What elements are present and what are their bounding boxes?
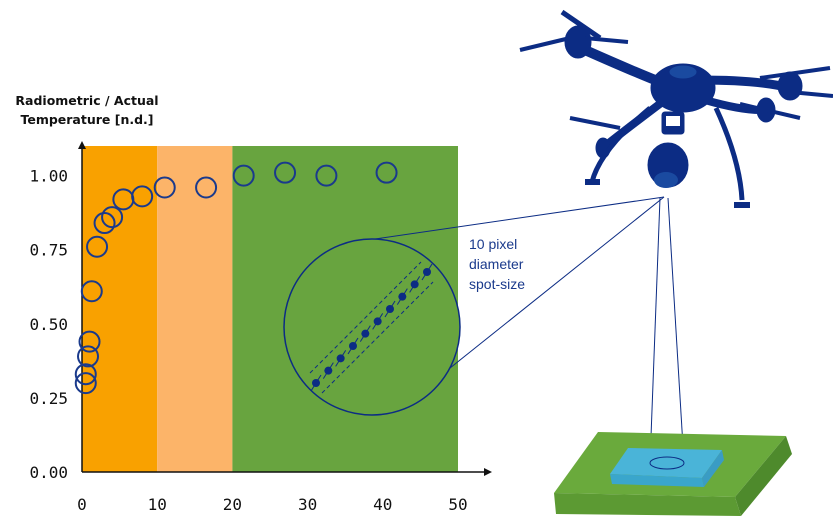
target-square-front: [610, 474, 704, 487]
pixel-spot: [423, 268, 431, 276]
pixel-spot-line: [309, 261, 434, 394]
x-tick-label: 0: [77, 495, 87, 514]
annotation-line-2: diameter: [469, 256, 524, 272]
y-tick-label: 1.00: [29, 167, 68, 186]
zoom-circle: [283, 238, 461, 416]
x-tick-label: 50: [448, 495, 467, 514]
y-tick-label: 0.25: [29, 389, 68, 408]
target-square: [610, 448, 722, 478]
y-axis-arrow: [78, 141, 86, 149]
data-point: [274, 161, 297, 184]
data-point: [101, 206, 124, 229]
pixel-spot: [361, 329, 370, 338]
y-tick-label: 0.00: [29, 463, 68, 482]
axes: [78, 141, 492, 476]
spot-guide-upper: [309, 261, 422, 374]
y-tick-label: 0.75: [29, 241, 68, 260]
band-0: [82, 146, 158, 472]
data-point: [375, 161, 398, 184]
data-point: [232, 164, 255, 187]
spot-footprint: [649, 456, 685, 470]
x-tick-label: 20: [223, 495, 242, 514]
pixel-spot: [312, 379, 320, 387]
pixel-spot: [373, 317, 382, 326]
spot-guide-lower: [321, 281, 434, 394]
data-point: [195, 176, 218, 199]
target-platform: [554, 432, 792, 516]
platform-right-side: [735, 436, 792, 516]
y-tick-label: 0.50: [29, 315, 68, 334]
annotation-line-1: 10 pixel: [469, 236, 518, 252]
tick-labels: 0 10 20 30 40 50 0.00 0.25 0.50 0.75 1.00: [29, 167, 467, 514]
pixel-spot: [349, 342, 357, 350]
data-point: [153, 176, 176, 199]
data-point: [131, 185, 154, 208]
data-point: [315, 164, 338, 187]
x-tick-label: 30: [298, 495, 317, 514]
target-square-side: [702, 450, 724, 487]
pixel-spot: [336, 354, 345, 363]
beam-line-left: [649, 197, 661, 464]
data-point: [77, 345, 100, 368]
pixel-spot: [410, 280, 419, 289]
x-axis-arrow: [484, 468, 492, 476]
pixel-spot: [386, 305, 394, 313]
beam-line-right: [667, 197, 685, 464]
data-point: [93, 212, 116, 235]
x-tick-label: 40: [373, 495, 392, 514]
annotation-line-3: spot-size: [469, 276, 526, 292]
drone-icon: [519, 9, 833, 208]
data-point: [80, 280, 103, 303]
data-points: [74, 161, 398, 395]
platform-front-side: [554, 493, 741, 516]
y-axis-title-line-2: Temperature [n.d.]: [20, 112, 154, 127]
data-point: [78, 330, 101, 353]
data-point: [86, 235, 109, 258]
band-1: [157, 146, 233, 472]
pixel-spot: [324, 366, 333, 375]
data-point: [74, 372, 97, 395]
zoom-line-top: [367, 196, 665, 241]
data-point: [74, 363, 97, 386]
x-tick-label: 10: [148, 495, 167, 514]
pixel-spot: [398, 292, 407, 301]
y-axis-title-line-1: Radiometric / Actual: [15, 93, 159, 108]
